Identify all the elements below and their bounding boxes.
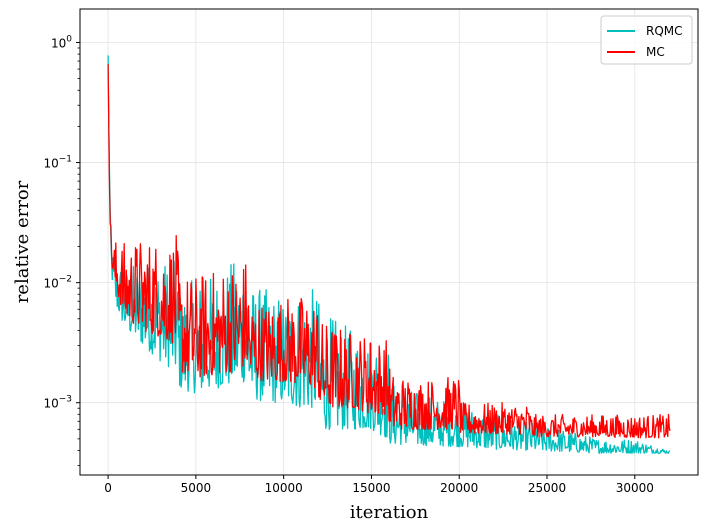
x-tick-label: 15000 [352,481,390,495]
series-layer [107,55,671,454]
legend-label-mc: MC [646,45,665,59]
x-tick-label: 20000 [440,481,478,495]
x-tick-label: 30000 [616,481,654,495]
y-axis-label: relative error [12,180,33,303]
legend: RQMC MC [600,15,693,65]
series-line-mc [107,64,671,439]
y-tick-label: 100 [51,34,72,50]
y-tick-label: 10−3 [43,395,72,411]
plot-frame [79,8,699,476]
x-axis-label: iteration [350,502,429,523]
x-tick-label: 25000 [528,481,566,495]
y-tick-label: 10−1 [43,155,72,171]
y-axis: 100 10−1 10−2 10−3 [43,34,80,466]
x-tick-label: 0 [104,481,112,495]
x-tick-label: 5000 [181,481,212,495]
legend-label-rqmc: RQMC [646,24,683,38]
x-tick-label: 10000 [265,481,303,495]
grid [80,9,698,475]
x-axis: 0 5000 10000 15000 20000 25000 30000 [104,475,654,495]
y-tick-label: 10−2 [43,275,72,291]
